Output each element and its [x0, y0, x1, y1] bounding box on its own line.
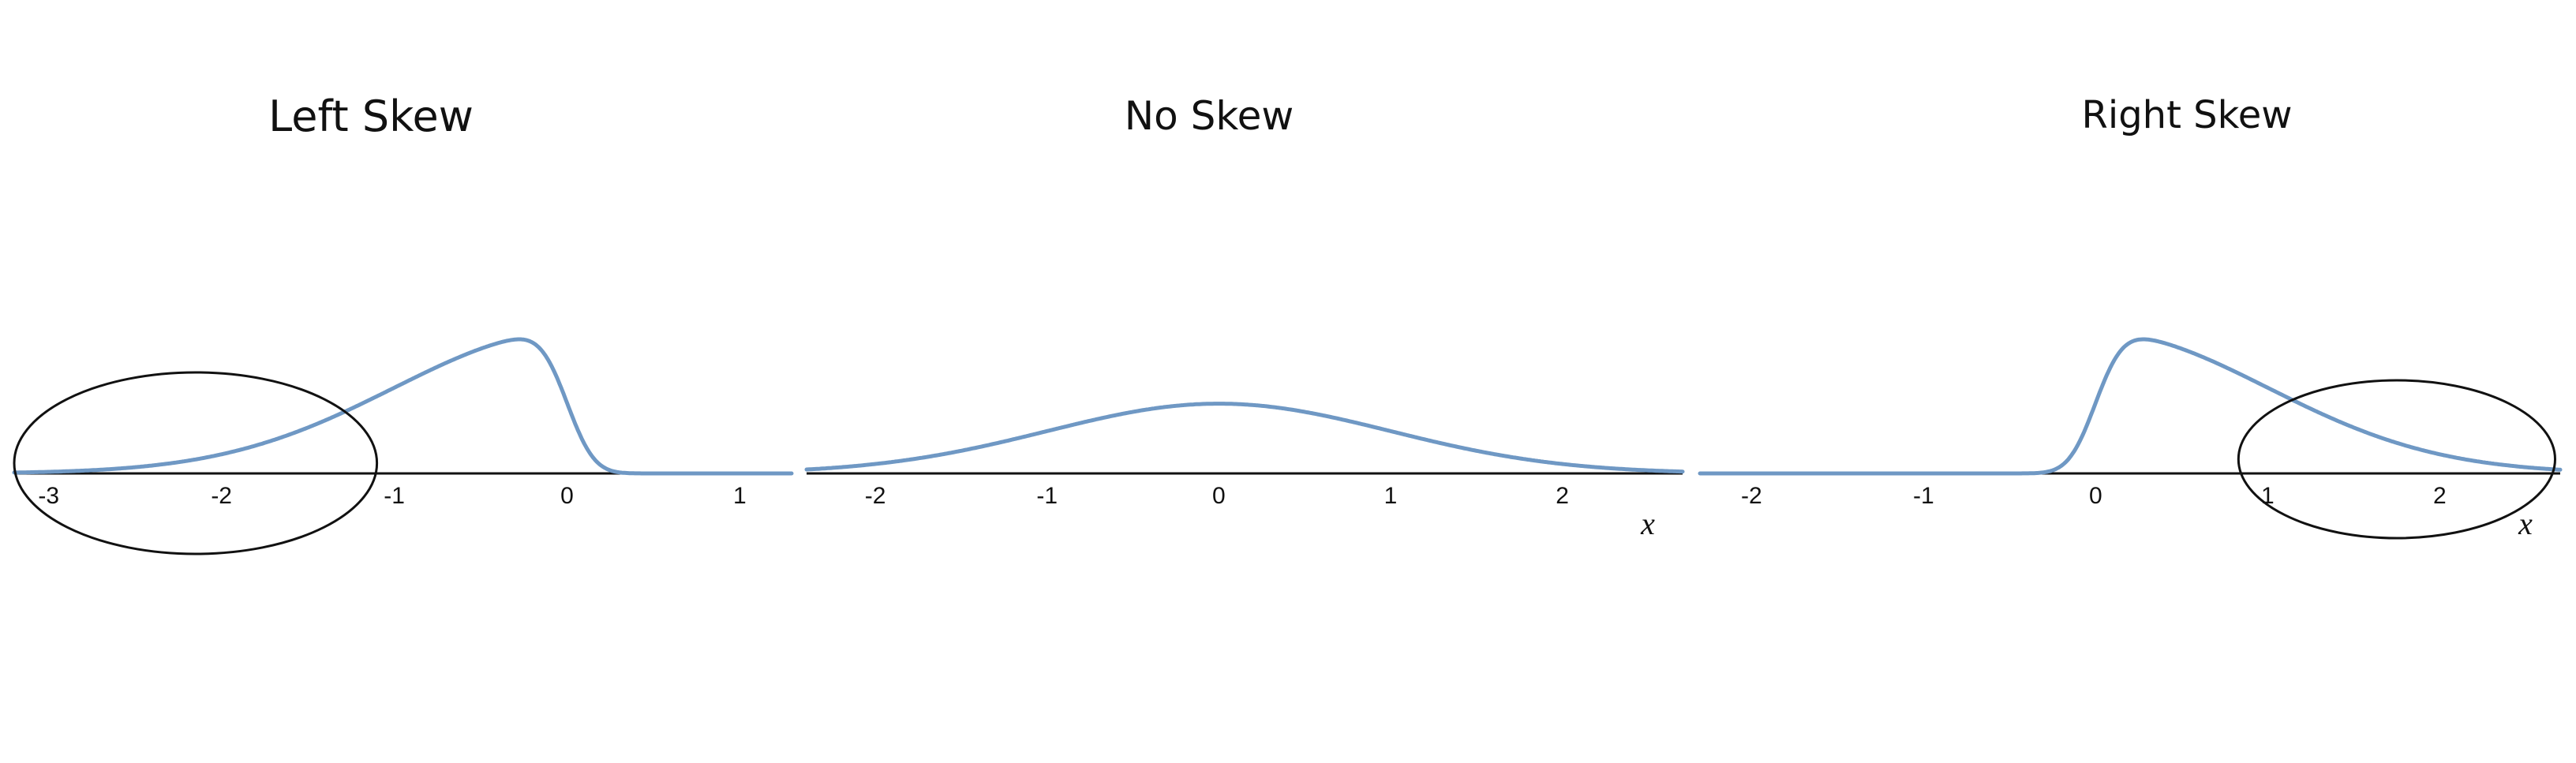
panel-title-right-skew: Right Skew — [2082, 93, 2293, 137]
x-tick-label: -2 — [865, 483, 886, 509]
x-tick-label: -1 — [1036, 483, 1058, 509]
x-tick-label: -3 — [38, 483, 59, 509]
x-tick-label: -2 — [1741, 483, 1762, 509]
x-tick-label: 1 — [1384, 483, 1398, 509]
panel-title-no-skew: No Skew — [1125, 93, 1294, 139]
panel-title-left-skew: Left Skew — [268, 92, 474, 141]
panel-left-skew: Left Skew -3 -2 -1 0 1 — [12, 92, 794, 555]
x-tick-label: 2 — [2433, 483, 2447, 509]
x-tick-label: 1 — [733, 483, 747, 509]
x-tick-label: -1 — [384, 483, 405, 509]
tail-highlight-ellipse — [2237, 379, 2556, 540]
x-tick-label: -2 — [211, 483, 232, 509]
density-curve — [12, 337, 794, 476]
x-tick-label: 2 — [1556, 483, 1569, 509]
x-axis-label-right-skew: x — [2518, 506, 2533, 541]
x-tick-label: 0 — [560, 483, 574, 509]
panel-right-skew: Right Skew x -2 -1 0 1 2 — [1698, 93, 2563, 541]
density-curve — [804, 402, 1685, 474]
panel-no-skew: No Skew x -2 -1 0 1 2 — [804, 93, 1685, 541]
density-curve — [1698, 337, 2563, 476]
x-axis-label-no-skew: x — [1640, 506, 1655, 541]
x-tick-label: 0 — [2089, 483, 2102, 509]
x-tick-label: 0 — [1212, 483, 1226, 509]
tail-highlight-ellipse — [13, 371, 379, 555]
x-tick-label: -1 — [1913, 483, 1934, 509]
